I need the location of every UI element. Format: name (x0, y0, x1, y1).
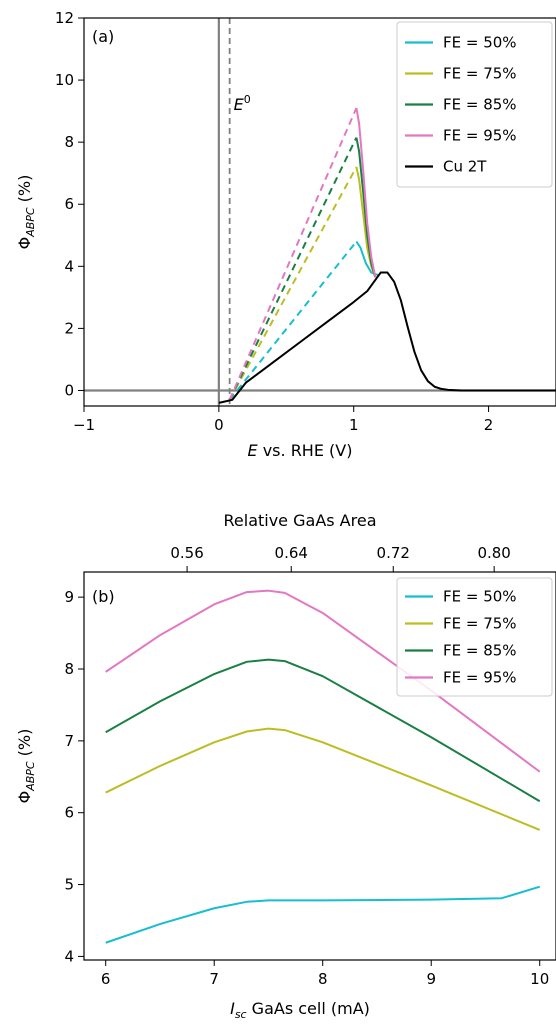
panel-a-panel-label: (a) (92, 27, 114, 46)
panel-b-top-tick-label: 0.80 (477, 544, 510, 562)
panel-b-chart: 6 7 8 9 10 4 5 6 7 8 9 0.56 0.64 0.72 0.80 Relative GaA… (15, 511, 556, 1021)
panel-a-ytick-label: 0 (64, 381, 74, 399)
panel-b-top-tick-label: 0.56 (170, 544, 203, 562)
panel-a-y-axis-label-part-0: Φ (15, 237, 34, 250)
panel-b-series-line (105, 658, 541, 803)
panel-b-top-axis-label: Relative GaAs Area (224, 511, 377, 530)
panel-a-ytick-label: 2 (64, 319, 74, 337)
panel-a-ytick-label: 6 (64, 195, 74, 213)
panel-b-plot-area (105, 589, 541, 944)
panel-a-x-axis-label-part-1: vs. RHE (V) (258, 441, 353, 460)
panel-b-xtick-label: 10 (530, 970, 549, 988)
panel-b-x-axis-label: Isc GaAs cell (mA) (230, 999, 370, 1021)
panel-a-y-axis-label: ΦABPC (%) (15, 175, 37, 250)
panel-a-x-axis-label-part-0: E (248, 441, 259, 460)
panel-a-series-dashed-line (228, 166, 358, 401)
panel-a-ytick-label: 12 (55, 9, 74, 27)
panel-a-legend-label: Cu 2T (443, 158, 487, 176)
panel-b-top-tick-label: 0.72 (377, 544, 410, 562)
panel-a-e0-label: E0 (234, 93, 251, 114)
panel-b-x-axis-label-part-0: I (230, 999, 235, 1018)
panel-a-ytick-label: 8 (64, 133, 74, 151)
panel-b-x-axis-label-part-2: GaAs cell (mA) (247, 999, 370, 1018)
panel-b-legend-box (396, 577, 553, 697)
panel-b-ytick-label: 7 (64, 732, 74, 750)
panel-b-y-axis-label: ΦABPC (%) (15, 729, 37, 804)
panel-b-y-axis-label-part-1: ABPC (24, 761, 37, 792)
panel-a-series-dashed-line (228, 137, 358, 401)
panel-a-y-axis-label-part-1: ABPC (24, 207, 37, 238)
panel-b-legend-label: FE = 85% (443, 642, 517, 660)
panel-a-xtick-label: 1 (349, 416, 359, 434)
panel-b-ytick-label: 4 (64, 947, 74, 965)
panel-b-top-tick-label: 0.64 (275, 544, 308, 562)
panel-b-frame (83, 571, 556, 961)
panel-a-xtick-label: 2 (484, 416, 494, 434)
panel-a-legend-label: FE = 75% (443, 65, 517, 83)
panel-a-y-axis-label-part-2: (%) (15, 175, 34, 208)
panel-a-xtick-label: −1 (73, 416, 95, 434)
panel-a-e0-label-part-1: 0 (244, 93, 251, 106)
panel-a-ytick-label: 10 (55, 71, 74, 89)
panel-b-ytick-label: 9 (64, 588, 74, 606)
panel-a-legend-label: FE = 85% (443, 96, 517, 114)
panel-b-xtick-label: 8 (318, 970, 328, 988)
panel-a-ytick-label: 4 (64, 257, 74, 275)
panel-b-legend-label: FE = 95% (443, 669, 517, 687)
panel-a-series-solid-line (218, 271, 556, 404)
panel-a-legend-label: FE = 50% (443, 34, 517, 52)
panel-b-series-line (105, 589, 541, 773)
panel-a-frame (83, 17, 556, 407)
panel-b-ytick-label: 5 (64, 876, 74, 894)
panel-a-series-dashed-line (228, 107, 358, 401)
panel-a-legend-box (396, 21, 553, 188)
panel-b-xtick-label: 6 (101, 970, 111, 988)
panel-a-x-axis-label: E vs. RHE (V) (248, 441, 353, 460)
panel-a-xtick-label: 0 (214, 416, 224, 434)
panel-b-legend-label: FE = 75% (443, 615, 517, 633)
panel-a-series-solid-line (355, 107, 377, 278)
panel-a-series-solid-line (355, 137, 377, 278)
panel-b-y-axis-label-part-0: Φ (15, 791, 34, 804)
panel-b-ytick-label: 6 (64, 804, 74, 822)
panel-b-panel-label: (b) (92, 587, 115, 606)
panel-a-plot-area (84, 18, 556, 406)
panel-a-e0-label-part-0: E (234, 95, 245, 114)
panel-b-xtick-label: 9 (426, 970, 436, 988)
panel-a-series-dashed-line (228, 240, 358, 401)
panel-a-legend-label: FE = 95% (443, 127, 517, 145)
panel-b-x-axis-label-part-1: sc (235, 1008, 247, 1021)
panel-b-series-line (105, 885, 541, 944)
panel-b-ytick-label: 8 (64, 660, 74, 678)
panel-b-series-line (105, 727, 541, 831)
panel-b-xtick-label: 7 (209, 970, 219, 988)
panel-b-legend-label: FE = 50% (443, 588, 517, 606)
panel-b-y-axis-label-part-2: (%) (15, 729, 34, 762)
